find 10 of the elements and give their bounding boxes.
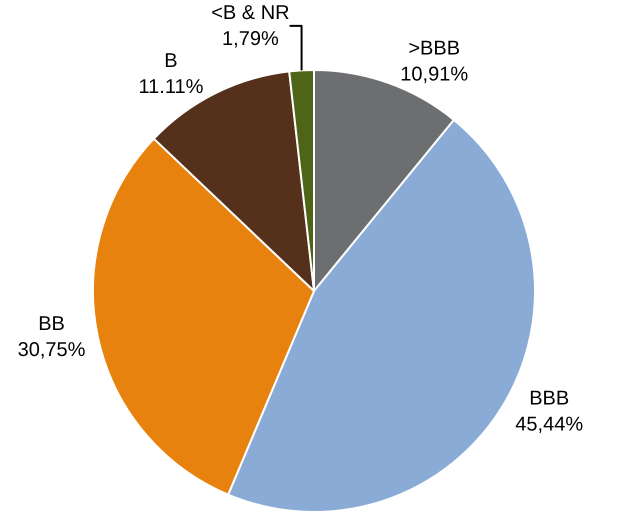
data-label: 11.11% [138,76,204,98]
data-label: 45,44% [515,413,584,436]
slice-label: BBB [529,387,570,410]
slice-label: >BBB [408,38,460,60]
data-label: 10,91% [400,64,468,86]
data-label: 30,75% [18,339,86,362]
slice-label: <B & NR [211,2,290,24]
data-label: 1,79% [222,28,279,50]
slice-label: BB [38,313,65,336]
slice-label: B [164,50,178,72]
